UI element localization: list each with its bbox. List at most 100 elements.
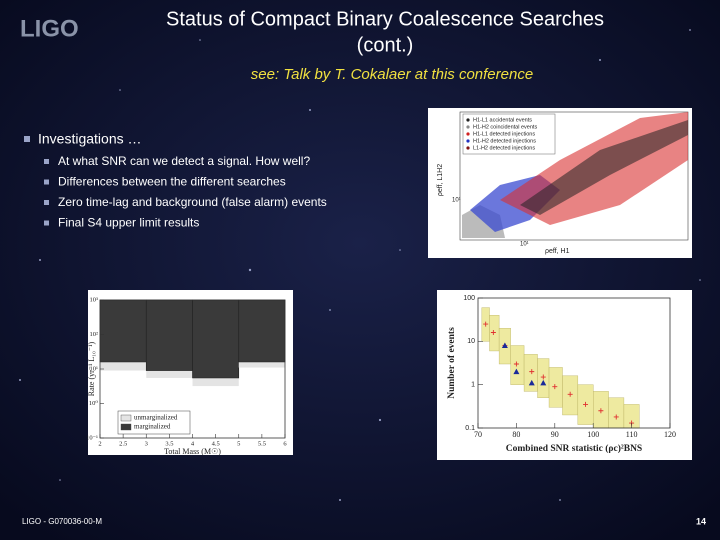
legend-label: H1-H2 detected injections: [473, 138, 536, 144]
charts: 10⁻¹ 10⁰ 10¹ 10² 10³ 2 2.5 3 3.5 4 4.5 5 5.5 6 Total M…: [86, 295, 676, 456]
band: [523, 354, 538, 392]
bar: [238, 361, 285, 368]
point: [490, 329, 496, 335]
y-axis-label: Number of events: [447, 327, 457, 399]
footer: LIGO - G070036-00-M: [22, 517, 102, 526]
x-tick-label: 2.5: [119, 440, 127, 447]
y-tick-label: 10²: [90, 331, 99, 338]
bullet-marker: [44, 200, 49, 205]
band: [510, 345, 525, 385]
legend-box: [462, 113, 556, 155]
bar: [145, 299, 193, 371]
x-tick-label: 90: [551, 430, 559, 439]
x-tick-label: 4: [191, 440, 195, 447]
bullet-marker: [24, 136, 30, 142]
point: [529, 369, 535, 375]
x-tick-label: 2: [98, 440, 101, 447]
bar: [100, 361, 147, 371]
legend-label: L1-H2 detected injections: [473, 145, 535, 151]
x-tick-label: 80: [512, 430, 520, 439]
title: (cont.): [357, 34, 414, 56]
x-tick-label: 3: [145, 440, 148, 447]
bullet-marker: [44, 159, 49, 164]
x-tick-label: 6: [283, 440, 287, 447]
legend-label: marginalized: [134, 423, 171, 431]
x-tick-label: 70: [474, 430, 482, 439]
y-tick-label: 10¹: [90, 365, 99, 372]
legend-label: unmarginalized: [134, 414, 178, 422]
x-tick-label: 110: [626, 430, 638, 439]
legend-swatch: [120, 414, 132, 422]
bar: [146, 370, 193, 378]
point: [552, 384, 558, 390]
point: [567, 391, 573, 397]
x-tick-label: 100: [587, 430, 599, 439]
point: [540, 374, 546, 380]
bullet-marker: [44, 179, 49, 185]
point: [513, 361, 519, 367]
x-axis-label: ρeff, H1: [545, 248, 570, 255]
x-tick-label: 3.5: [165, 440, 173, 447]
legend-swatch: [466, 132, 470, 136]
point: [598, 408, 604, 414]
y-axis-label: Rate (yr⁻¹ L₁₀⁻¹): [87, 341, 96, 396]
stars: [19, 29, 701, 501]
plot-frame: [477, 297, 671, 429]
scatter-decoration: [459, 111, 689, 241]
figure-frame: [437, 290, 692, 460]
bullet-item: Zero time-lag and background (false alar…: [58, 195, 327, 209]
legend-label: H1-L1 accidental events: [473, 117, 532, 123]
bullet: Investigations …: [38, 131, 142, 147]
y-tick-label: 10: [467, 338, 475, 345]
legend-label: H1-L1 detected injections: [473, 131, 535, 137]
point: [513, 368, 520, 375]
y-axis-label: ρeff, L1H2: [437, 164, 444, 196]
x-tick-label: 10¹: [520, 242, 529, 248]
legend-swatch: [466, 125, 470, 129]
logo: LIGO: [20, 15, 79, 42]
y-tick-label: 10⁰: [89, 400, 99, 407]
bar: [99, 299, 147, 363]
legend-swatch: [466, 139, 470, 143]
y-tick-label: 10¹: [452, 198, 461, 204]
legend-swatch: [466, 146, 470, 150]
bullet-item: At what SNR can we detect a signal. How …: [58, 154, 310, 168]
y-tick-label: 10³: [90, 296, 99, 303]
point: [583, 401, 589, 407]
subtitle: see: Talk by T. Cokalaer at this confere…: [251, 66, 533, 83]
x-axis-label: Total Mass (M☉): [164, 447, 221, 456]
x-axis-label: Combined SNR statistic (ρc)²BNS: [506, 443, 642, 454]
x-tick-label: 5.5: [258, 440, 266, 447]
title: Status of Compact Binary Coalescence Sea…: [166, 8, 604, 30]
y-tick-label: 100: [463, 295, 475, 302]
point: [528, 379, 535, 386]
legend-swatch: [466, 118, 470, 122]
band: [608, 397, 625, 429]
bullet-item: Final S4 upper limit results: [58, 216, 199, 230]
y-tick-label: 1: [471, 382, 475, 389]
y-tick-label: 10⁻¹: [86, 434, 98, 441]
bullet-list: At what SNR can we detect a signal. How …: [44, 154, 327, 230]
band: [489, 315, 500, 352]
band: [548, 367, 563, 408]
point: [501, 342, 508, 349]
bar: [192, 299, 240, 379]
bar: [192, 377, 239, 387]
point: [613, 414, 619, 420]
bullet-item: Differences between the different search…: [58, 175, 286, 189]
bullet-marker: [44, 220, 49, 226]
legend-box: [117, 410, 191, 435]
page-number: 14: [696, 516, 706, 526]
bar: [238, 299, 286, 363]
point: [540, 379, 547, 386]
x-tick-label: 5: [237, 440, 240, 447]
x-tick-label: 120: [664, 430, 676, 439]
x-tick-label: 4.5: [212, 440, 220, 447]
legend-label: H1-H2 coincidental events: [473, 124, 537, 130]
legend-swatch: [120, 423, 132, 431]
point: [483, 321, 489, 327]
y-tick-label: 0.1: [465, 425, 475, 432]
